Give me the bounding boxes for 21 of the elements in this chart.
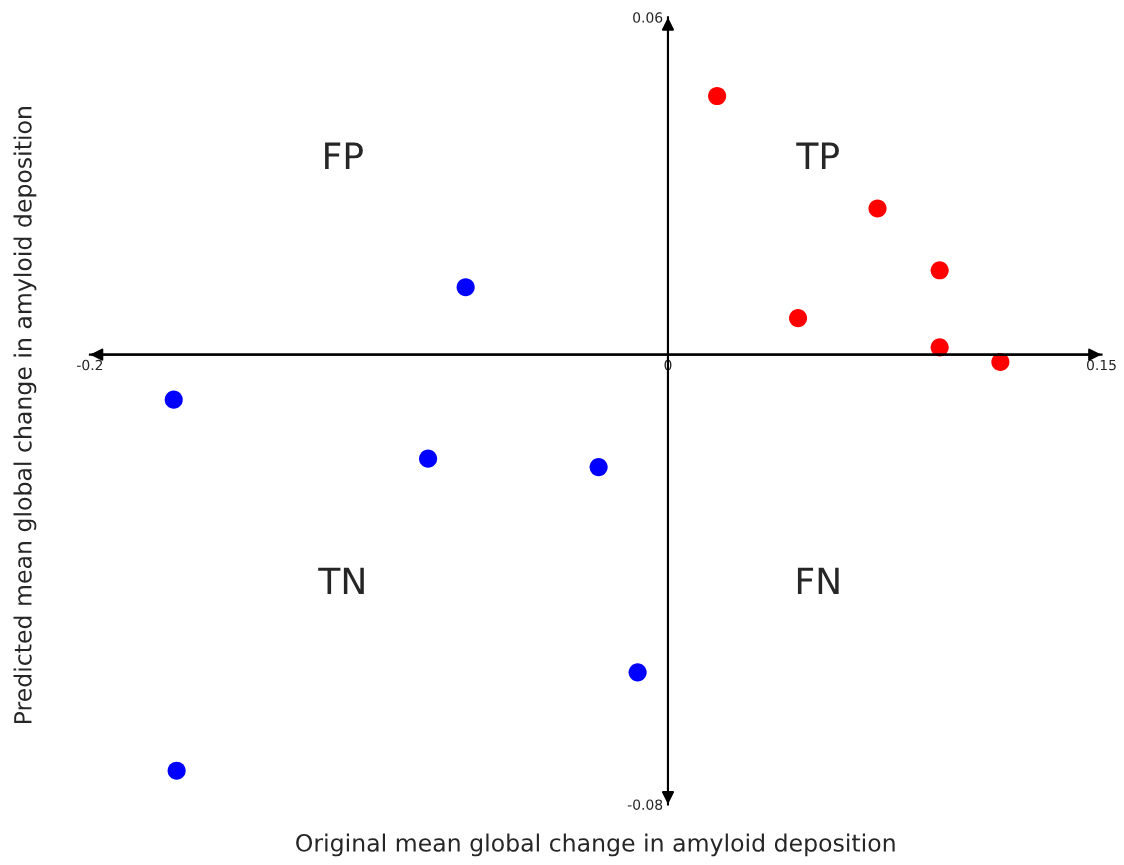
annotation: TP bbox=[796, 142, 839, 169]
point bbox=[419, 449, 438, 468]
point bbox=[788, 309, 808, 328]
annotation: TN bbox=[318, 567, 364, 595]
point bbox=[708, 86, 727, 106]
point bbox=[164, 390, 183, 409]
x-tick-label: -0.2 bbox=[77, 359, 103, 371]
x-tick-label: 0.15 bbox=[1086, 359, 1116, 371]
point bbox=[930, 338, 949, 357]
y-tick-label: 0.06 bbox=[633, 12, 663, 23]
annotation: FP bbox=[325, 142, 363, 169]
annotation: FN bbox=[797, 567, 839, 595]
point bbox=[868, 199, 887, 218]
point bbox=[930, 261, 949, 280]
x-axis-title: Original mean global change in amyloid deposition bbox=[296, 833, 895, 857]
point bbox=[456, 278, 475, 297]
y-axis-title: Predicted mean global change in amyloid deposition bbox=[13, 107, 37, 724]
y-tick-label: -0.08 bbox=[627, 799, 663, 810]
point bbox=[589, 458, 608, 477]
point bbox=[628, 663, 647, 682]
point bbox=[167, 761, 186, 780]
